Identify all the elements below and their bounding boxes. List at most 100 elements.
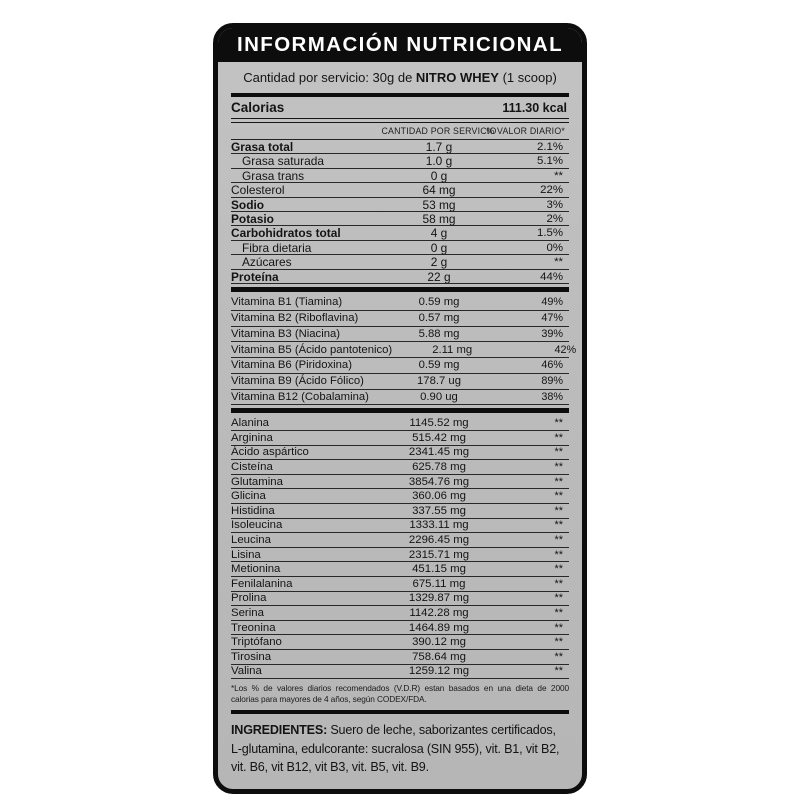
- nutrient-daily-value: **: [554, 256, 563, 269]
- nutrient-amount: 22 g: [427, 269, 451, 284]
- table-row: Arginina 515.42 mg **: [231, 431, 569, 446]
- table-row: Grasa trans 0 g **: [231, 168, 569, 184]
- table-row: Lisina 2315.71 mg **: [231, 548, 569, 563]
- nutrient-amount: 0.90 ug: [420, 391, 458, 404]
- nutrient-amount: 0 g: [430, 168, 448, 183]
- table-row: Vitamina B5 (Ácido pantotenico) 2.11 mg 42…: [231, 342, 576, 359]
- calories-value: 111.30 kcal: [502, 100, 567, 115]
- table-row: Leucina 2296.45 mg **: [231, 533, 569, 548]
- nutrient-amount: 4 g: [430, 226, 448, 241]
- nutrient-name: Proteína: [231, 269, 279, 284]
- nutrient-daily-value: **: [554, 577, 563, 590]
- nutrient-daily-value: **: [554, 548, 563, 561]
- nutrient-amount: 337.55 mg: [412, 504, 466, 517]
- nutrient-daily-value: 44%: [540, 270, 563, 283]
- nutrient-amount: 758.64 mg: [412, 650, 466, 663]
- nutrient-name: Fenilalanina: [231, 577, 293, 590]
- nutrient-name: Triptófano: [231, 636, 282, 649]
- nutrient-daily-value: **: [554, 534, 563, 547]
- nutrient-amount: 1464.89 mg: [408, 621, 470, 634]
- nutrient-name: Serina: [231, 607, 264, 619]
- nutrient-amount: 0.57 mg: [418, 312, 460, 325]
- nutrient-amount: 1333.11 mg: [409, 519, 469, 532]
- nutrient-daily-value: **: [554, 446, 563, 459]
- nutrient-amount: 53 mg: [422, 197, 456, 212]
- nutrient-name: Lisina: [231, 548, 261, 561]
- section-divider-bar: [231, 286, 569, 292]
- nutrient-daily-value: 22%: [540, 184, 563, 197]
- serving-prefix: Cantidad por servicio: 30g de: [243, 70, 416, 85]
- nutrient-name: Fibra dietaria: [242, 240, 312, 255]
- nutrient-amount: 1.7 g: [425, 140, 453, 154]
- nutrient-name: Alanina: [231, 417, 269, 430]
- nutrient-name: Grasa saturada: [242, 154, 324, 169]
- nutrient-amount: 360.06 mg: [412, 490, 466, 503]
- table-row: Grasa saturada 1.0 g 5.1%: [231, 154, 569, 169]
- nutrient-daily-value: **: [554, 490, 563, 503]
- nutrient-daily-value: 49%: [541, 296, 563, 309]
- table-row: Proteína 22 g 44%: [231, 270, 569, 284]
- nutrient-amount: 2341.45 mg: [408, 446, 470, 459]
- serving-line: Cantidad por servicio: 30g de NITRO WHEY…: [218, 62, 582, 93]
- nutrient-name: Sodio: [231, 197, 265, 212]
- nutrient-daily-value: **: [554, 665, 563, 678]
- table-row: Carbohidratos total 4 g 1.5%: [231, 226, 569, 241]
- calories-row: Calorias 111.30 kcal: [231, 97, 569, 118]
- nutrients-section: Grasa total 1.7 g 2.1% Grasa saturada 1.0 g 5…: [231, 140, 569, 284]
- nutrient-daily-value: 3%: [546, 198, 564, 211]
- serving-suffix: (1 scoop): [498, 70, 557, 85]
- table-row: Metionina 451.15 mg **: [231, 562, 569, 578]
- nutrient-name: Leucina: [231, 534, 271, 547]
- nutrient-amount: 2 g: [430, 255, 448, 270]
- nutrient-daily-value: **: [554, 431, 563, 444]
- nutrient-daily-value: **: [554, 461, 563, 474]
- nutrition-label: INFORMACIÓN NUTRICIONAL Cantidad por ser…: [213, 23, 587, 794]
- nutrient-amount: 515.42 mg: [412, 431, 466, 444]
- table-row: Vitamina B1 (Tiamina) 0.59 mg 49%: [231, 295, 569, 311]
- ingredients-label: INGREDIENTES:: [231, 723, 328, 738]
- double-rule: [231, 118, 569, 123]
- nutrient-name: Arginina: [231, 431, 273, 444]
- table-row: Fenilalanina 675.11 mg **: [231, 577, 569, 592]
- nutrient-daily-value: 2%: [546, 212, 564, 225]
- table-row: Grasa total 1.7 g 2.1%: [231, 140, 569, 155]
- nutrient-name: Isoleucina: [231, 519, 283, 532]
- nutrient-daily-value: **: [554, 636, 563, 649]
- nutrient-amount: 1142.28 mg: [409, 607, 469, 619]
- nutrient-name: Azúcares: [242, 255, 292, 270]
- nutrient-name: Vitamina B5 (Ácido pantotenico): [231, 343, 393, 356]
- nutrient-daily-value: 47%: [541, 312, 563, 325]
- nutrient-amount: 2.11 mg: [432, 343, 473, 356]
- top-thick-rule: [231, 93, 569, 97]
- nutrient-name: Vitamina B3 (Niacina): [231, 327, 341, 340]
- nutrient-daily-value: 89%: [541, 375, 563, 388]
- table-row: Serina 1142.28 mg **: [231, 606, 569, 621]
- nutrient-amount: 3854.76 mg: [408, 475, 470, 488]
- nutrient-daily-value: 39%: [541, 327, 563, 340]
- page-title: INFORMACIÓN NUTRICIONAL: [236, 33, 563, 56]
- nutrient-daily-value: **: [554, 475, 563, 488]
- calories-label: Calorias: [231, 100, 285, 115]
- nutrient-name: Ácido aspártico: [231, 446, 309, 459]
- table-row: Potasio 58 mg 2%: [231, 211, 569, 227]
- nutrient-name: Glutamina: [231, 475, 283, 488]
- nutrient-amount: 58 mg: [422, 211, 456, 226]
- nutrient-amount: 1.0 g: [425, 154, 453, 169]
- nutrient-name: Grasa total: [231, 140, 294, 154]
- nutrient-daily-value: **: [554, 417, 563, 430]
- nutrient-name: Vitamina B9 (Ácido Fólico): [231, 375, 364, 388]
- table-row: Isoleucina 1333.11 mg **: [231, 519, 569, 534]
- table-row: Valina 1259.12 mg **: [231, 665, 569, 680]
- nutrient-amount: 178.7 ug: [417, 375, 461, 388]
- nutrient-daily-value: 42%: [554, 343, 577, 356]
- title-band: INFORMACIÓN NUTRICIONAL: [218, 28, 582, 62]
- table-row: Vitamina B6 (Piridoxina) 0.59 mg 46%: [231, 358, 569, 374]
- table-row: Fibra dietaria 0 g 0%: [231, 240, 569, 256]
- table-row: Vitamina B9 (Ácido Fólico) 178.7 ug 89%: [231, 374, 569, 390]
- nutrient-amount: 451.15 mg: [412, 563, 466, 576]
- nutrient-amount: 1145.52 mg: [409, 417, 469, 430]
- nutrient-daily-value: **: [554, 621, 563, 634]
- nutrient-daily-value: 46%: [541, 359, 563, 372]
- table-row: Glicina 360.06 mg **: [231, 489, 569, 505]
- nutrient-amount: 0.59 mg: [418, 296, 460, 309]
